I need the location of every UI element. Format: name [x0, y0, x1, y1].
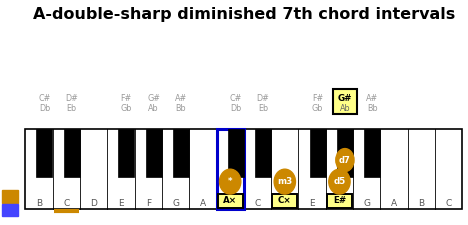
- Bar: [118, 129, 134, 177]
- Ellipse shape: [336, 148, 354, 172]
- Text: Eb: Eb: [258, 104, 268, 112]
- Bar: [337, 129, 353, 177]
- Text: A×: A×: [223, 196, 237, 205]
- Bar: [310, 129, 326, 177]
- Text: G: G: [363, 199, 370, 208]
- Text: Gb: Gb: [312, 104, 323, 112]
- Bar: [173, 129, 189, 177]
- Bar: [2, 190, 18, 202]
- Text: C: C: [446, 199, 452, 208]
- Bar: [218, 194, 243, 208]
- Bar: [333, 89, 357, 114]
- Text: F: F: [146, 199, 151, 208]
- Text: C#: C#: [38, 94, 51, 103]
- Bar: [217, 129, 243, 209]
- Text: E: E: [118, 199, 124, 208]
- Text: D: D: [281, 199, 288, 208]
- Bar: [255, 129, 271, 177]
- Bar: [228, 129, 243, 177]
- Text: E#: E#: [333, 196, 346, 205]
- Text: Ab: Ab: [340, 104, 350, 112]
- Bar: [364, 129, 380, 177]
- Text: C×: C×: [278, 196, 292, 205]
- Text: B: B: [418, 199, 424, 208]
- Text: B: B: [36, 199, 42, 208]
- Bar: [2, 204, 18, 216]
- Bar: [272, 194, 297, 208]
- Text: G#: G#: [147, 94, 160, 103]
- Ellipse shape: [219, 169, 241, 194]
- Bar: [37, 129, 52, 177]
- Text: F#: F#: [312, 94, 323, 103]
- Text: Bb: Bb: [367, 104, 378, 112]
- Bar: [64, 129, 80, 177]
- Bar: [25, 129, 462, 209]
- Text: d5: d5: [333, 177, 345, 186]
- Text: basicmusictheory.com: basicmusictheory.com: [7, 83, 12, 142]
- Text: Db: Db: [39, 104, 50, 112]
- Text: C: C: [63, 199, 69, 208]
- Text: F#: F#: [121, 94, 132, 103]
- Text: d7: d7: [339, 155, 351, 164]
- Text: C#: C#: [229, 94, 242, 103]
- Text: A#: A#: [366, 94, 378, 103]
- Text: D#: D#: [256, 94, 270, 103]
- Bar: [327, 194, 352, 208]
- Text: A#: A#: [175, 94, 187, 103]
- Text: F: F: [337, 199, 342, 208]
- Ellipse shape: [329, 169, 350, 194]
- Text: Gb: Gb: [121, 104, 132, 112]
- Text: G: G: [172, 199, 179, 208]
- Text: A: A: [200, 199, 206, 208]
- Text: A-double-sharp diminished 7th chord intervals: A-double-sharp diminished 7th chord inte…: [33, 7, 455, 22]
- Text: E: E: [309, 199, 315, 208]
- Text: C: C: [255, 199, 261, 208]
- Text: m3: m3: [277, 177, 292, 186]
- Text: Bb: Bb: [176, 104, 186, 112]
- Bar: [146, 129, 161, 177]
- Text: Db: Db: [230, 104, 241, 112]
- Text: D: D: [90, 199, 97, 208]
- Text: D#: D#: [65, 94, 78, 103]
- Text: Ab: Ab: [148, 104, 159, 112]
- Ellipse shape: [274, 169, 295, 194]
- Text: G#: G#: [338, 94, 352, 103]
- Text: B: B: [227, 199, 233, 208]
- Text: A: A: [391, 199, 397, 208]
- Text: *: *: [228, 177, 233, 186]
- Text: Eb: Eb: [66, 104, 77, 112]
